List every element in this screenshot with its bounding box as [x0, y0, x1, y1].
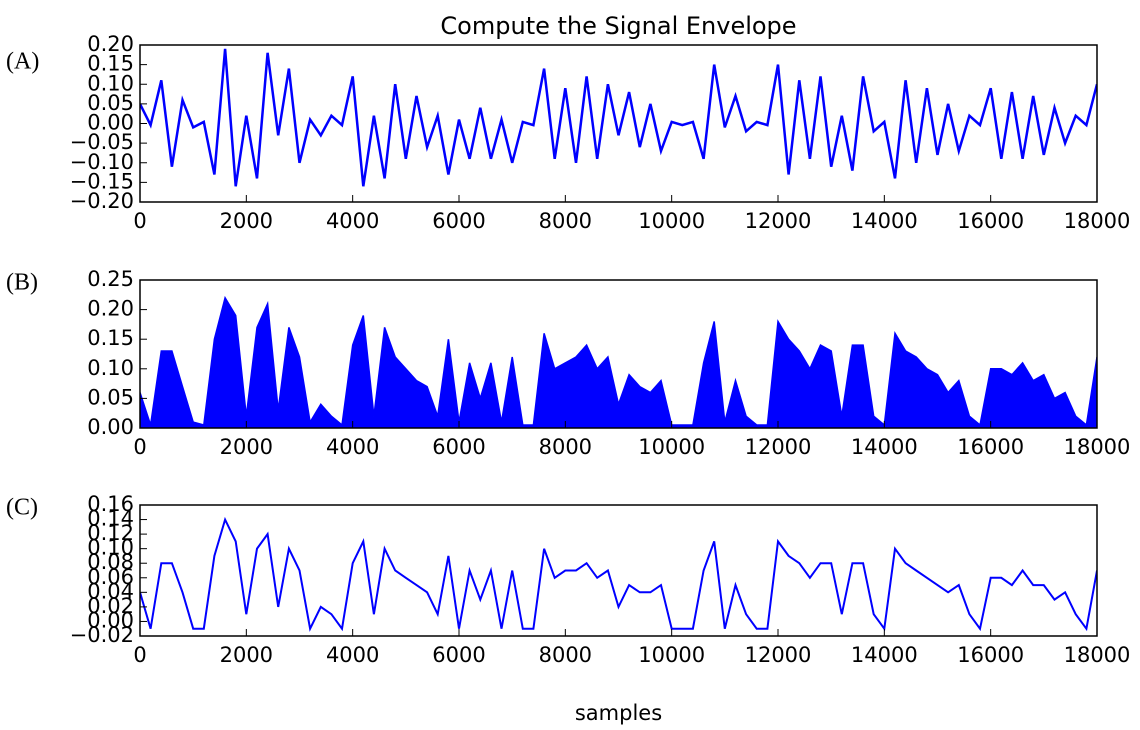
- x-tick-label: 4000: [326, 643, 379, 667]
- y-tick-label: 0.05: [87, 385, 134, 409]
- y-tick-label: 0.00: [87, 415, 134, 439]
- x-tick-label: 2000: [220, 643, 273, 667]
- x-tick-label: 18000: [1064, 643, 1131, 667]
- y-tick-label: −0.20: [70, 189, 134, 213]
- y-tick-label: 0.08: [87, 550, 134, 574]
- x-tick-label: 10000: [638, 209, 705, 233]
- x-tick-label: 14000: [851, 435, 918, 459]
- x-axis-label: samples: [575, 701, 662, 725]
- y-tick-label: 0.04: [87, 579, 134, 603]
- x-tick-label: 10000: [638, 435, 705, 459]
- y-tick-label: 0.16: [87, 492, 134, 516]
- x-tick-label: 16000: [957, 643, 1024, 667]
- y-tick-label: 0.15: [87, 326, 134, 350]
- x-tick-label: 6000: [432, 643, 485, 667]
- x-tick-label: 12000: [745, 435, 812, 459]
- x-tick-label: 4000: [326, 209, 379, 233]
- x-tick-label: 16000: [957, 435, 1024, 459]
- panel-label: (B): [6, 270, 38, 296]
- x-tick-label: 0: [133, 209, 146, 233]
- x-tick-label: 18000: [1064, 209, 1131, 233]
- y-tick-label: 0.00: [87, 111, 134, 135]
- y-tick-label: 0.20: [87, 32, 134, 56]
- line: [140, 516, 1097, 632]
- y-tick-label: 0.10: [87, 71, 134, 95]
- chart-title: Compute the Signal Envelope: [440, 12, 796, 40]
- y-tick-label: 0.15: [87, 52, 134, 76]
- y-tick-label: 0.10: [87, 536, 134, 560]
- area: [140, 295, 1097, 428]
- x-tick-label: 0: [133, 435, 146, 459]
- x-tick-label: 2000: [220, 435, 273, 459]
- y-tick-label: 0.06: [87, 565, 134, 589]
- x-tick-label: 4000: [326, 435, 379, 459]
- x-tick-label: 12000: [745, 209, 812, 233]
- y-tick-label: −0.10: [70, 150, 134, 174]
- y-tick-label: 0.14: [87, 507, 134, 531]
- x-tick-label: 8000: [539, 209, 592, 233]
- x-tick-label: 18000: [1064, 435, 1131, 459]
- x-tick-label: 8000: [539, 435, 592, 459]
- line: [140, 48, 1097, 187]
- x-tick-label: 14000: [851, 209, 918, 233]
- y-tick-label: 0.02: [87, 594, 134, 618]
- y-tick-label: −0.15: [70, 169, 134, 193]
- y-tick-label: 0.25: [87, 267, 134, 291]
- x-tick-label: 12000: [745, 643, 812, 667]
- panel-label: (A): [6, 49, 39, 75]
- x-tick-label: 16000: [957, 209, 1024, 233]
- y-tick-label: 0.05: [87, 91, 134, 115]
- plot-frame: [139, 279, 1098, 429]
- y-tick-label: −0.02: [70, 623, 134, 647]
- x-tick-label: 0: [133, 643, 146, 667]
- y-tick-label: 0.20: [87, 297, 134, 321]
- y-tick-label: 0.10: [87, 356, 134, 380]
- x-tick-label: 2000: [220, 209, 273, 233]
- x-tick-label: 8000: [539, 643, 592, 667]
- y-tick-label: 0.00: [87, 608, 134, 632]
- y-tick-label: −0.05: [70, 130, 134, 154]
- plot-frame: [139, 504, 1098, 637]
- y-tick-label: 0.12: [87, 521, 134, 545]
- x-tick-label: 6000: [432, 435, 485, 459]
- x-tick-label: 14000: [851, 643, 918, 667]
- x-tick-label: 10000: [638, 643, 705, 667]
- x-tick-label: 6000: [432, 209, 485, 233]
- panel-label: (C): [6, 495, 38, 521]
